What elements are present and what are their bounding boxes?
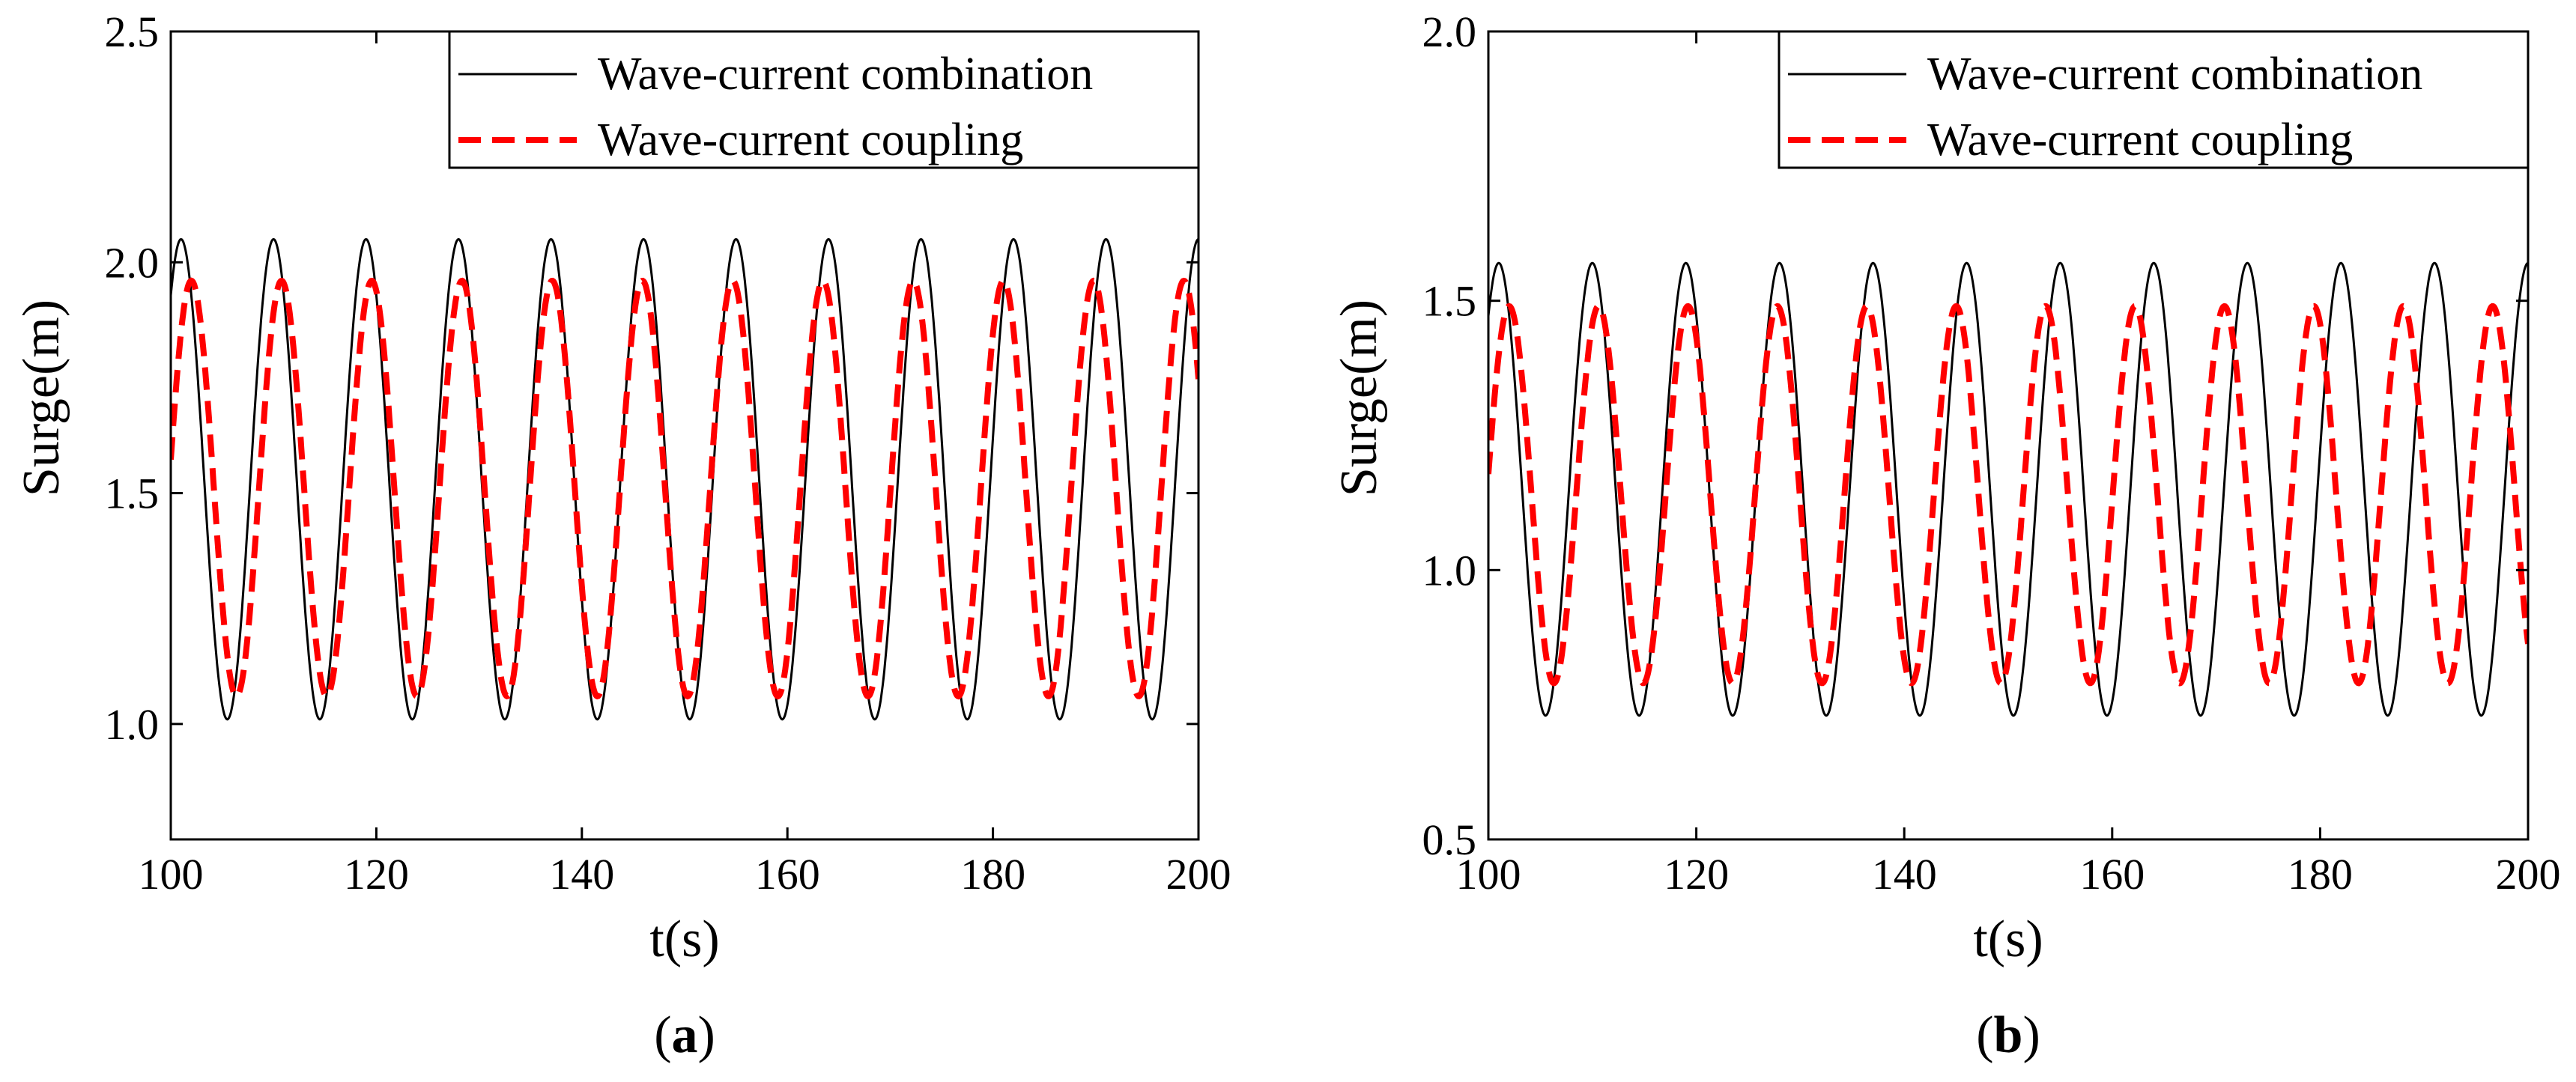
x-tick-label: 200 bbox=[2496, 850, 2561, 899]
y-tick-label: 1.0 bbox=[105, 700, 160, 749]
chart-panel-b: 100 120 140 160 180 200 0.5 1.0 1.5 2.0 t(s) Surge(… bbox=[1330, 7, 2561, 1064]
panel-label: (a) bbox=[654, 1006, 715, 1064]
chart-panel-a: 100 120 140 160 180 200 1.0 1.5 2.0 2.5 t(s) Surge(… bbox=[13, 7, 1231, 1064]
series-line-combination bbox=[171, 237, 1198, 721]
y-tick-label: 1.5 bbox=[1422, 277, 1477, 326]
legend-label-coupling: Wave-current coupling bbox=[598, 115, 1023, 165]
legend-label-combination: Wave-current combination bbox=[1927, 49, 2422, 100]
panel-label-letter: b bbox=[1994, 1006, 2023, 1064]
x-tick-label: 160 bbox=[755, 850, 820, 899]
x-axis-title: t(s) bbox=[1973, 911, 2043, 968]
x-tick-label: 120 bbox=[344, 850, 409, 899]
series-line-combination bbox=[1488, 261, 2528, 717]
series-line-coupling bbox=[171, 277, 1198, 700]
y-tick-label: 2.5 bbox=[105, 7, 160, 56]
panel-label-open: ( bbox=[654, 1006, 671, 1064]
legend-box bbox=[1778, 30, 2530, 169]
y-axis-title: Surge(m) bbox=[1330, 300, 1388, 496]
x-tick-label: 100 bbox=[139, 850, 204, 899]
series-line-coupling bbox=[1488, 303, 2528, 687]
x-tick-label: 140 bbox=[1872, 850, 1937, 899]
x-tick-label: 180 bbox=[2288, 850, 2353, 899]
panel-label-letter: a bbox=[672, 1006, 698, 1064]
y-tick-label: 0.5 bbox=[1422, 815, 1477, 864]
x-tick-label: 180 bbox=[960, 850, 1025, 899]
x-tick-label: 140 bbox=[549, 850, 614, 899]
panel-label-open: ( bbox=[1976, 1006, 1993, 1064]
x-axis-title: t(s) bbox=[649, 911, 719, 968]
panel-label: (b) bbox=[1976, 1006, 2040, 1064]
y-axis-title: Surge(m) bbox=[13, 300, 70, 496]
x-tick-label: 100 bbox=[1456, 850, 1521, 899]
legend-label-combination: Wave-current combination bbox=[598, 49, 1093, 100]
legend-box bbox=[448, 30, 1200, 169]
x-tick-label: 200 bbox=[1166, 850, 1231, 899]
panel-label-close: ) bbox=[2022, 1006, 2040, 1064]
x-tick-label: 160 bbox=[2079, 850, 2145, 899]
x-tick-label: 120 bbox=[1664, 850, 1729, 899]
y-tick-label: 2.0 bbox=[105, 238, 160, 287]
y-tick-label: 2.0 bbox=[1422, 7, 1477, 56]
legend-label-coupling: Wave-current coupling bbox=[1927, 115, 2353, 165]
y-tick-label: 1.0 bbox=[1422, 546, 1477, 595]
y-tick-label: 1.5 bbox=[105, 469, 160, 518]
panel-label-close: ) bbox=[698, 1006, 715, 1064]
